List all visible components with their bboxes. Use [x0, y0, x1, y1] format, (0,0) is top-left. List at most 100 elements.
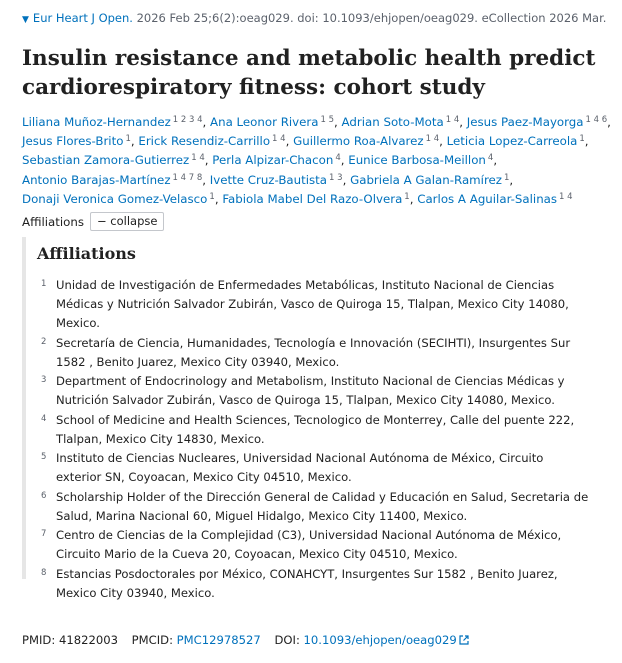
author-affiliation-refs[interactable]: 1	[404, 191, 410, 202]
affiliation-number: 2	[41, 336, 47, 347]
affiliation-text: School of Medicine and Health Sciences, …	[56, 412, 575, 446]
author-item: Liliana Muñoz-Hernandez 1 2 3 4	[22, 115, 203, 129]
author-separator: ,	[334, 115, 342, 129]
author-separator: ,	[607, 115, 611, 129]
article-title: Insulin resistance and metabolic health …	[22, 46, 596, 100]
pmcid-link[interactable]: PMC12978527	[176, 633, 261, 647]
affiliation-number: 1	[41, 279, 47, 290]
author-link[interactable]: Ana Leonor Rivera	[210, 115, 319, 129]
author-separator: ,	[285, 134, 294, 149]
author-separator: ,	[509, 172, 514, 187]
author-affiliation-refs[interactable]: 1 3	[329, 172, 343, 183]
author-affiliation-refs[interactable]: 1	[125, 134, 131, 145]
author-affiliation-refs[interactable]: 1 2 3 4	[172, 115, 203, 125]
affiliation-text: Secretaría de Ciencia, Humanidades, Tecn…	[56, 335, 571, 369]
affiliations-label: Affiliations	[22, 214, 85, 229]
author-link[interactable]: Donaji Veronica Gomez-Velasco	[22, 191, 208, 206]
citation-details: 2026 Feb 25;6(2):oeag029. doi: 10.1093/e…	[136, 11, 607, 25]
author-affiliation-refs[interactable]: 1 4	[445, 115, 460, 125]
author-link[interactable]: Eunice Barbosa-Meillon	[348, 153, 486, 168]
author-affiliation-refs[interactable]: 1 4	[272, 134, 286, 145]
journal-link[interactable]: Eur Heart J Open.	[32, 11, 133, 25]
author-affiliation-refs[interactable]: 1	[504, 172, 510, 183]
author-item: Ana Leonor Rivera 1 5	[210, 115, 334, 129]
author-link[interactable]: Jesus Flores-Brito	[22, 134, 124, 149]
affiliation-number: 3	[41, 375, 47, 386]
pmcid-label: PMCID:	[131, 633, 173, 647]
author-separator: ,	[340, 153, 349, 168]
author-affiliation-refs[interactable]: 1 5	[320, 115, 335, 125]
author-item: Jesus Flores-Brito 1	[22, 134, 131, 148]
affiliation-number: 7	[41, 529, 47, 540]
author-affiliation-refs[interactable]: 1 4 7 8	[172, 172, 203, 183]
affiliation-text: Estancias Posdoctorales por México, CONA…	[56, 566, 558, 600]
author-item: Jesus Paez-Mayorga 1 4 6	[467, 115, 607, 129]
affiliation-item: 2 Secretaría de Ciencia, Humanidades, Tec…	[37, 334, 592, 372]
author-separator: ,	[202, 115, 211, 129]
author-affiliation-refs[interactable]: 4	[335, 153, 341, 164]
affiliations-heading: Affiliations	[37, 244, 136, 264]
author-separator: ,	[214, 191, 223, 206]
author-link[interactable]: Antonio Barajas-Martínez	[22, 172, 171, 187]
author-separator: ,	[459, 115, 467, 129]
affiliation-text: Department of Endocrinology and Metaboli…	[56, 374, 565, 408]
author-item: Antonio Barajas-Martínez 1 4 7 8	[22, 173, 202, 187]
author-affiliation-refs[interactable]: 4	[487, 153, 494, 164]
affiliation-item: 1 Unidad de Investigación de Enfermedades…	[37, 276, 592, 333]
affiliation-item: 3 Department of Endocrinology and Metabol…	[37, 372, 592, 410]
affiliation-text: Centro de Ciencias de la Complejidad (C3…	[56, 528, 562, 562]
author-item: Ivette Cruz-Bautista 1 3	[210, 173, 343, 187]
author-item: Eunice Barbosa-Meillon 4	[348, 153, 493, 167]
author-separator: ,	[584, 134, 589, 149]
author-link[interactable]: Leticia Lopez-Carreola	[446, 134, 578, 149]
author-link[interactable]: Sebastian Zamora-Gutierrez	[22, 153, 190, 168]
author-separator: ,	[439, 134, 447, 149]
identifiers-row: PMID: 41822003 PMCID: PMC12978527 DOI: 1…	[22, 633, 469, 648]
affiliation-item: 5 Instituto de Ciencias Nucleares, Univer…	[37, 449, 592, 487]
affiliation-number: 5	[41, 452, 47, 463]
author-link[interactable]: Gabriela A Galan-Ramírez	[350, 172, 502, 187]
author-affiliation-refs[interactable]: 1 4 6	[585, 115, 608, 125]
affiliation-text: Unidad de Investigación de Enfermedades …	[56, 278, 569, 331]
author-link[interactable]: Adrian Soto-Mota	[341, 115, 444, 129]
author-link[interactable]: Jesus Paez-Mayorga	[466, 115, 584, 129]
pmid-label: PMID:	[22, 633, 56, 647]
affiliation-item: 8 Estancias Posdoctorales por México, CON…	[37, 565, 592, 603]
author-link[interactable]: Liliana Muñoz-Hernandez	[22, 115, 171, 129]
caret-down-icon[interactable]: ▼	[22, 15, 29, 25]
affiliation-number: 4	[41, 413, 47, 424]
affiliation-number: 6	[41, 490, 47, 501]
affiliations-list: 1 Unidad de Investigación de Enfermedades…	[37, 276, 592, 603]
doi-label: DOI:	[274, 633, 300, 647]
author-affiliation-refs[interactable]: 1 4	[425, 134, 440, 145]
author-separator: ,	[130, 134, 139, 149]
affiliation-item: 6 Scholarship Holder of the Dirección Gen…	[37, 488, 592, 526]
affiliations-toggle-row: Affiliations − collapse	[22, 212, 622, 232]
author-item: Sebastian Zamora-Gutierrez 1 4	[22, 153, 205, 167]
author-affiliation-refs[interactable]: 1	[579, 134, 585, 145]
pmid-value: 41822003	[58, 633, 118, 647]
author-link[interactable]: Erick Resendiz-Carrillo	[138, 134, 271, 149]
doi-link[interactable]: 10.1093/ehjopen/oeag029	[303, 633, 457, 647]
author-link[interactable]: Fabiola Mabel Del Razo-Olvera	[222, 191, 403, 206]
author-link[interactable]: Carlos A Aguilar-Salinas	[417, 191, 558, 206]
affiliation-text: Scholarship Holder of the Dirección Gene…	[56, 489, 589, 523]
author-link[interactable]: Guillermo Roa-Alvarez	[293, 134, 424, 149]
author-item: Guillermo Roa-Alvarez 1 4	[293, 134, 439, 148]
author-item: Fabiola Mabel Del Razo-Olvera 1	[222, 192, 409, 206]
author-affiliation-refs[interactable]: 1 4	[559, 191, 573, 202]
collapse-button[interactable]: − collapse	[90, 212, 165, 232]
author-item: Donaji Veronica Gomez-Velasco 1	[22, 192, 215, 206]
affiliation-item: 7 Centro de Ciencias de la Complejidad (C…	[37, 526, 592, 564]
author-affiliation-refs[interactable]: 1 4	[191, 153, 205, 164]
author-link[interactable]: Ivette Cruz-Bautista	[209, 172, 328, 187]
external-link-icon[interactable]	[459, 634, 469, 648]
author-item: Adrian Soto-Mota 1 4	[342, 115, 460, 129]
author-list: Liliana Muñoz-Hernandez 1 2 3 4, Ana Leon…	[22, 113, 612, 209]
author-link[interactable]: Perla Alpizar-Chacon	[212, 153, 334, 168]
author-separator: ,	[342, 172, 351, 187]
author-separator: ,	[202, 172, 210, 187]
author-affiliation-refs[interactable]: 1	[209, 191, 215, 202]
author-item: Gabriela A Galan-Ramírez 1	[350, 173, 509, 187]
